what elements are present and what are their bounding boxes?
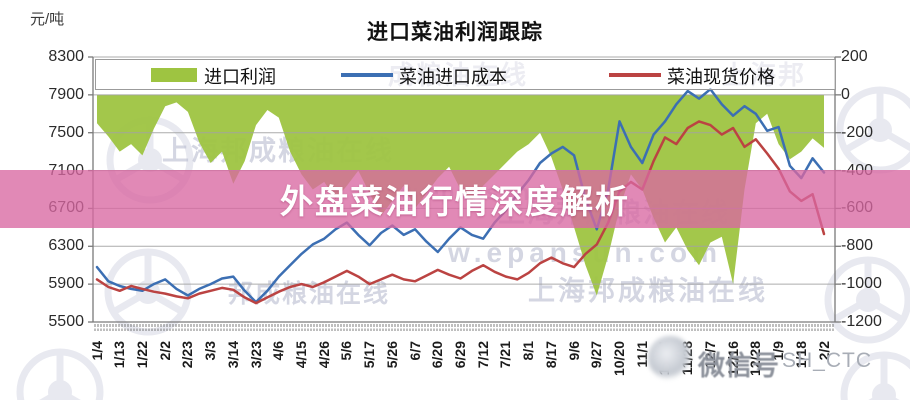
- legend-label-spot-price: 菜油现货价格: [667, 67, 775, 87]
- x-tick-label: 5/6: [338, 341, 355, 361]
- wechat-watermark: 微信号 SH_CTC: [646, 330, 886, 390]
- x-tick-label: 3/23: [247, 341, 264, 369]
- x-tick-label: 6/7: [406, 341, 423, 361]
- y-right-tick-label: -1000: [841, 275, 882, 293]
- x-tick-label: 3/3: [202, 341, 219, 361]
- x-tick-label: 1/4: [88, 341, 105, 361]
- x-tick-label: 4/6: [270, 341, 287, 361]
- y-right-tick-label: -200: [841, 123, 874, 141]
- x-tick-label: 7/12: [474, 341, 491, 369]
- x-tick-label: 1/22: [133, 341, 150, 369]
- wechat-label: 微信号: [698, 351, 779, 381]
- y-right-tick-label: 200: [841, 48, 868, 65]
- x-tick-label: 1/13: [111, 341, 128, 369]
- y-right-tick-label: -800: [841, 237, 874, 255]
- x-tick-label: 5/26: [383, 341, 400, 369]
- y-left-tick-label: 6300: [48, 237, 84, 255]
- x-tick-label: 5/17: [361, 341, 378, 369]
- y-left-tick-label: 5500: [48, 313, 84, 330]
- site-watermark-text: 邦成粮油在线: [228, 279, 390, 308]
- promo-banner-text: 外盘菜油行情深度解析: [280, 183, 630, 220]
- daily-minor-ticks: [94, 324, 834, 331]
- ship-wheel-watermark-icon: [104, 248, 192, 336]
- y-left-tick-label: 8300: [48, 48, 84, 65]
- x-tick-label: 6/29: [452, 341, 468, 369]
- legend-area-swatch-icon: [151, 68, 197, 82]
- x-tick-label: 10/20: [611, 341, 628, 377]
- legend-label-import-profit: 进口利润: [204, 67, 276, 87]
- chart-legend: 进口利润 菜油进口成本 菜油现货价格: [95, 59, 836, 90]
- x-tick-label: 3/14: [224, 341, 241, 369]
- wechat-id: SH_CTC: [782, 349, 873, 372]
- ship-wheel-watermark-icon: [840, 351, 910, 400]
- y-right-tick-label: -1200: [841, 313, 882, 330]
- chart-title: 进口菜油利润跟踪: [367, 21, 543, 44]
- x-tick-label: 9/6: [565, 341, 582, 361]
- ship-wheel-watermark-icon: [16, 348, 104, 400]
- site-watermark-text: 上海邦成粮油在线: [528, 275, 768, 306]
- x-tick-label: 6/20: [429, 341, 446, 369]
- x-tick-label: 4/26: [315, 341, 332, 369]
- legend-label-import-cost: 菜油进口成本: [399, 67, 507, 87]
- x-tick-label: 2/2: [156, 341, 173, 361]
- legend-line-swatch-icon: [341, 73, 393, 77]
- x-tick-label: 8/1: [520, 341, 537, 361]
- legend-line-swatch-icon: [609, 73, 661, 77]
- y-right-tick-label: 0: [841, 85, 850, 103]
- x-tick-label: 8/17: [542, 341, 559, 369]
- x-tick-label: 7/21: [497, 341, 514, 369]
- import-profit-area: [97, 94, 824, 296]
- ship-wheel-watermark-icon: [824, 256, 910, 344]
- x-tick-label: 2/23: [179, 341, 196, 369]
- promo-banner: 外盘菜油行情深度解析: [0, 170, 910, 228]
- y-axis-unit-label: 元/吨: [30, 11, 65, 28]
- y-left-tick-label: 7500: [48, 123, 84, 141]
- x-tick-label: 4/15: [292, 341, 309, 369]
- wechat-logo-icon: [648, 336, 692, 380]
- y-left-tick-label: 7900: [48, 85, 84, 103]
- y-left-tick-label: 5900: [48, 275, 84, 293]
- x-tick-label: 9/27: [588, 341, 605, 369]
- spot-price-line: [95, 120, 826, 305]
